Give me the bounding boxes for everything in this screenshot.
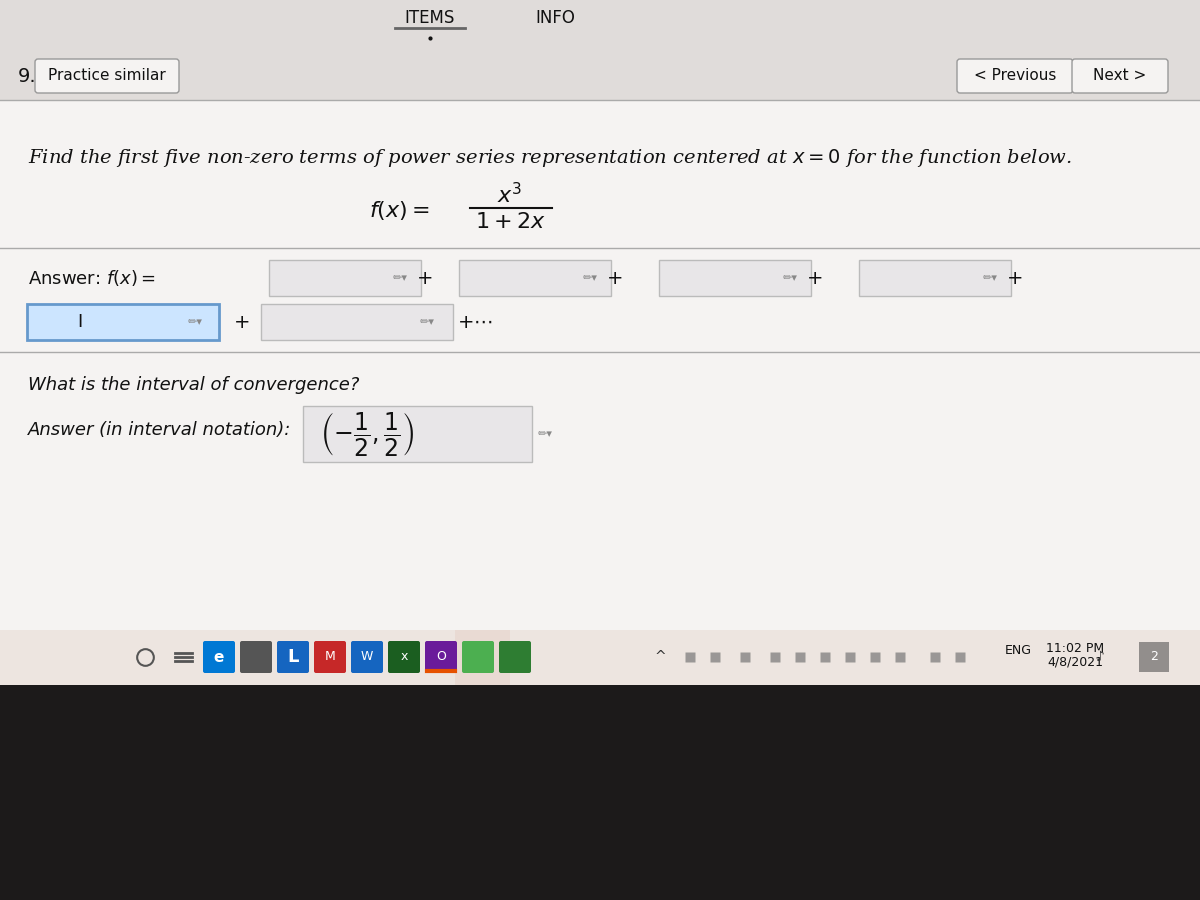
Text: ✏▾: ✏▾ bbox=[392, 273, 408, 283]
Text: I: I bbox=[77, 313, 83, 331]
Text: +: + bbox=[416, 268, 433, 287]
FancyBboxPatch shape bbox=[455, 630, 510, 685]
FancyBboxPatch shape bbox=[277, 641, 310, 673]
Text: ♪: ♪ bbox=[1096, 650, 1104, 664]
FancyBboxPatch shape bbox=[28, 304, 220, 340]
FancyBboxPatch shape bbox=[958, 59, 1073, 93]
FancyBboxPatch shape bbox=[35, 59, 179, 93]
Text: L: L bbox=[287, 648, 299, 666]
Text: ✏▾: ✏▾ bbox=[983, 273, 997, 283]
Text: ✏▾: ✏▾ bbox=[420, 317, 434, 327]
Text: < Previous: < Previous bbox=[974, 68, 1056, 84]
Text: +: + bbox=[1007, 268, 1024, 287]
FancyBboxPatch shape bbox=[302, 406, 532, 462]
Text: W: W bbox=[361, 651, 373, 663]
Text: $x^3$: $x^3$ bbox=[497, 184, 523, 209]
FancyBboxPatch shape bbox=[240, 641, 272, 673]
Text: ✏▾: ✏▾ bbox=[538, 429, 552, 439]
FancyBboxPatch shape bbox=[659, 260, 811, 296]
Text: 9.: 9. bbox=[18, 67, 37, 86]
Text: ENG: ENG bbox=[1004, 644, 1032, 658]
Text: ✏▾: ✏▾ bbox=[782, 273, 798, 283]
Text: ✏▾: ✏▾ bbox=[582, 273, 598, 283]
Text: Answer (in interval notation):: Answer (in interval notation): bbox=[28, 421, 292, 439]
Text: x: x bbox=[401, 651, 408, 663]
Text: Answer: $f(x) =$: Answer: $f(x) =$ bbox=[28, 268, 156, 288]
Text: O: O bbox=[436, 651, 446, 663]
Text: INFO: INFO bbox=[535, 9, 575, 27]
FancyBboxPatch shape bbox=[0, 0, 1200, 95]
FancyBboxPatch shape bbox=[388, 641, 420, 673]
FancyBboxPatch shape bbox=[0, 630, 1200, 685]
FancyBboxPatch shape bbox=[0, 100, 1200, 630]
Text: Practice similar: Practice similar bbox=[48, 68, 166, 84]
Text: e: e bbox=[214, 650, 224, 664]
Text: $1 + 2x$: $1 + 2x$ bbox=[474, 211, 546, 233]
Text: 11:02 PM: 11:02 PM bbox=[1046, 642, 1104, 654]
FancyBboxPatch shape bbox=[0, 52, 1200, 100]
FancyBboxPatch shape bbox=[1072, 59, 1168, 93]
Text: Next >: Next > bbox=[1093, 68, 1147, 84]
Text: What is the interval of convergence?: What is the interval of convergence? bbox=[28, 376, 359, 394]
Text: 4/8/2021: 4/8/2021 bbox=[1046, 655, 1103, 669]
FancyBboxPatch shape bbox=[203, 641, 235, 673]
Text: Find the first five non-zero terms of power series representation centered at $x: Find the first five non-zero terms of po… bbox=[28, 147, 1072, 169]
Text: +: + bbox=[607, 268, 623, 287]
FancyBboxPatch shape bbox=[458, 260, 611, 296]
Text: $+\cdots$: $+\cdots$ bbox=[457, 312, 493, 331]
FancyBboxPatch shape bbox=[0, 685, 1200, 900]
FancyBboxPatch shape bbox=[425, 641, 457, 673]
Text: ^: ^ bbox=[654, 650, 666, 664]
Text: +: + bbox=[234, 312, 251, 331]
FancyBboxPatch shape bbox=[462, 641, 494, 673]
FancyBboxPatch shape bbox=[262, 304, 454, 340]
FancyBboxPatch shape bbox=[269, 260, 421, 296]
FancyBboxPatch shape bbox=[499, 641, 530, 673]
Text: +: + bbox=[806, 268, 823, 287]
Text: $f(x) =$: $f(x) =$ bbox=[370, 199, 430, 221]
Text: $\left(-\dfrac{1}{2},\dfrac{1}{2}\right)$: $\left(-\dfrac{1}{2},\dfrac{1}{2}\right)… bbox=[320, 410, 414, 458]
Text: M: M bbox=[325, 651, 335, 663]
Text: ✏▾: ✏▾ bbox=[187, 317, 203, 327]
FancyBboxPatch shape bbox=[314, 641, 346, 673]
FancyBboxPatch shape bbox=[352, 641, 383, 673]
Text: 2: 2 bbox=[1150, 651, 1158, 663]
Text: ITEMS: ITEMS bbox=[404, 9, 455, 27]
FancyBboxPatch shape bbox=[859, 260, 1010, 296]
FancyBboxPatch shape bbox=[1139, 642, 1169, 672]
